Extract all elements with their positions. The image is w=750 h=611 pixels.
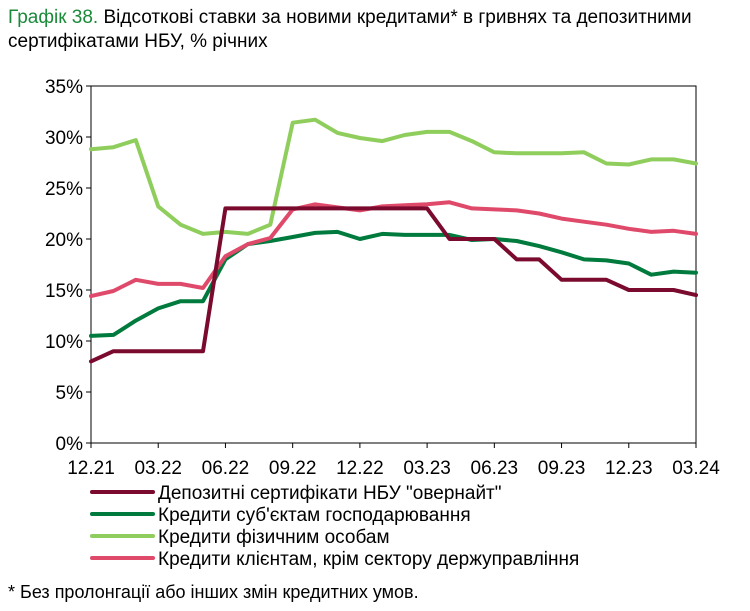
y-tick-label: 15% [45,281,83,302]
chart-title-text: Відсоткові ставки за новими кредитами* в… [8,7,692,52]
chart-title-number: Графік 38. [8,7,99,28]
legend-label-3: Кредити клієнтам, крім сектору держуправ… [158,549,579,570]
series-group [89,117,698,364]
y-tick-label: 30% [45,128,83,149]
y-tick-label: 5% [56,383,84,404]
y-tick-label: 20% [45,230,83,251]
legend-label-0: Депозитні сертифікати НБУ "овернайт" [158,483,502,504]
series-line-2 [89,117,698,236]
x-tick-label: 06.22 [202,458,250,479]
x-tick-label: 03.24 [672,458,720,479]
series-line-3 [89,200,698,299]
series-line-0 [89,206,698,364]
legend: Депозитні сертифікати НБУ "овернайт"Кред… [90,483,579,570]
legend-label-2: Кредити фізичним особам [158,527,390,548]
chart-svg: 0% 5% 10% 15% 20% 25% 30% 35% 12.21 03.22 06.22 09… [45,77,720,570]
x-tick-label: 12.21 [67,458,115,479]
x-tick-label: 03.22 [134,458,182,479]
x-axis: 12.21 03.22 06.22 09.22 12.22 03.23 06.23 09.23… [67,443,720,479]
plot-area-frame [90,85,697,444]
footnote: * Без пролонгації або інших змін кредитн… [8,582,419,602]
y-tick-label: 35% [45,77,83,98]
y-tick-label: 25% [45,179,83,200]
y-axis: 0% 5% 10% 15% 20% 25% 30% 35% [45,77,91,455]
chart-title: Графік 38. Відсоткові ставки за новими к… [8,6,743,54]
x-tick-label: 09.23 [538,458,586,479]
y-tick-label: 0% [56,434,84,455]
y-tick-label: 10% [45,332,83,353]
x-tick-label: 03.23 [403,458,451,479]
legend-label-1: Кредити суб'єктам господарювання [158,505,471,526]
x-tick-label: 12.23 [605,458,653,479]
x-tick-label: 06.23 [471,458,519,479]
x-tick-label: 09.22 [269,458,317,479]
series-line-1 [89,229,698,338]
x-tick-label: 12.22 [336,458,384,479]
